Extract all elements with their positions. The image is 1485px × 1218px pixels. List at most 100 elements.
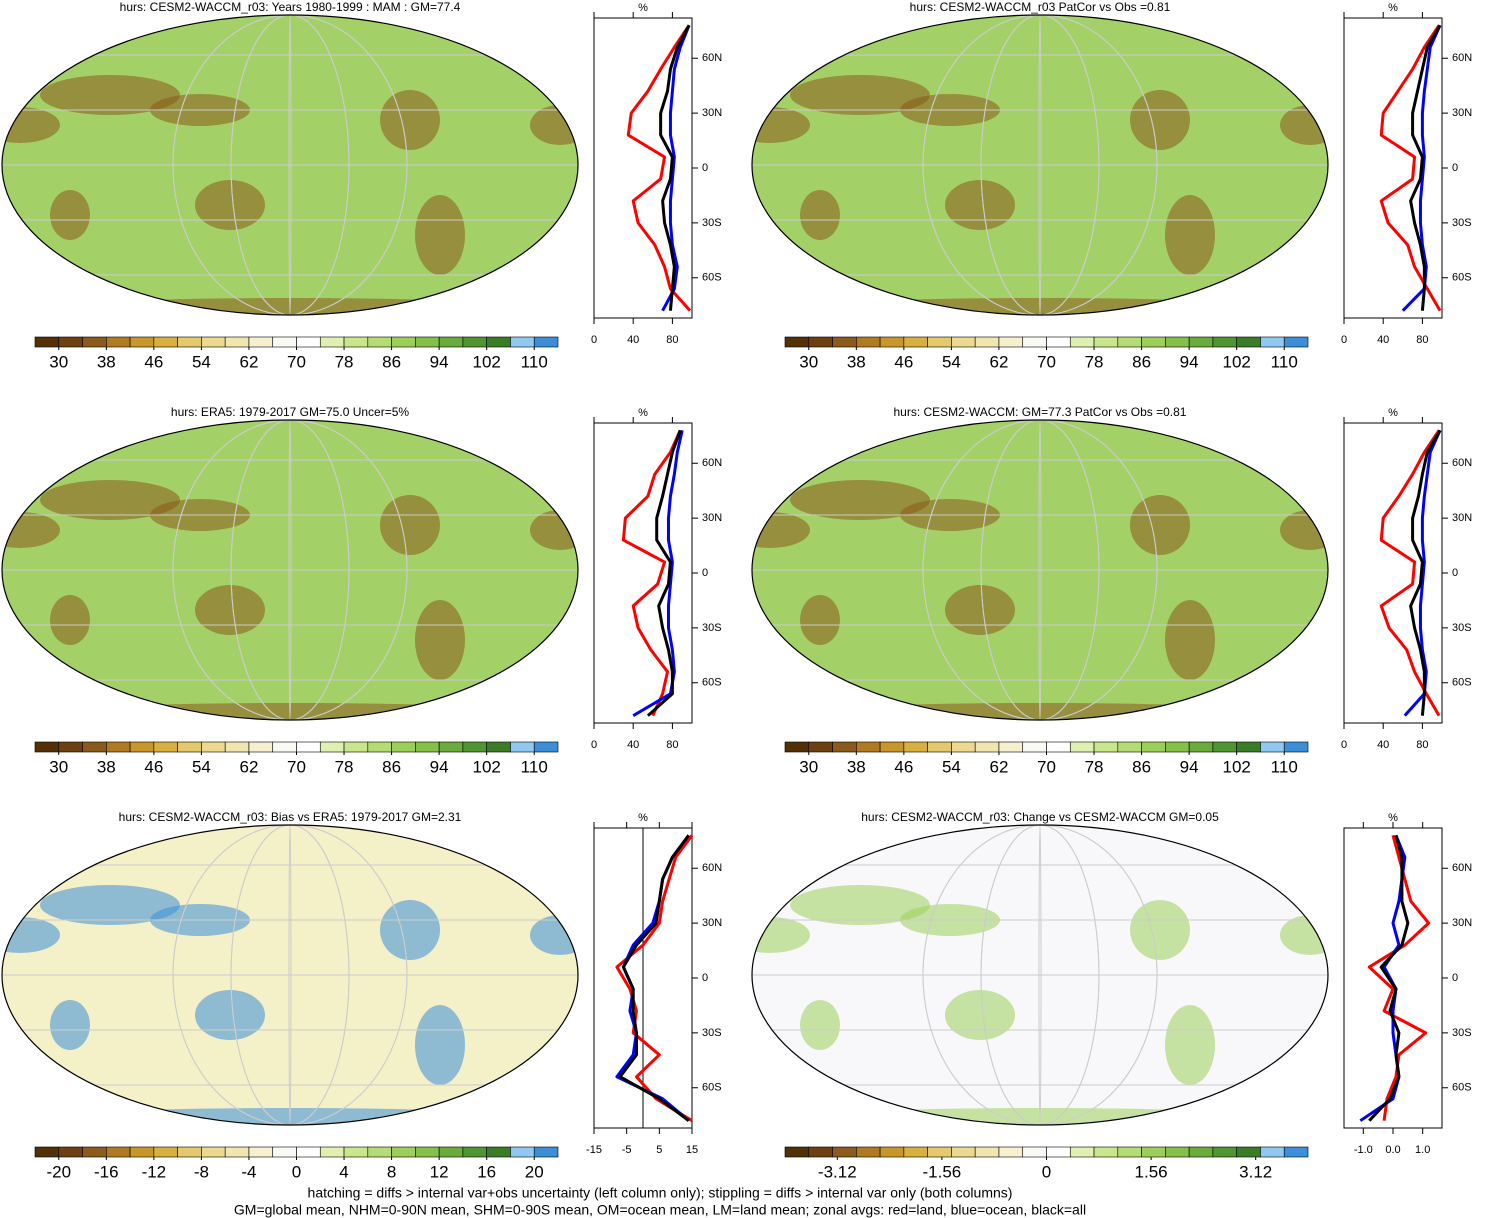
graticule [172, 420, 408, 720]
map-region [752, 917, 810, 953]
y-tick-label: 60N [1452, 862, 1472, 874]
colorbar-box [224, 1146, 250, 1158]
map [2, 15, 578, 315]
map-region [945, 180, 1015, 230]
colorbar-label: -12 [142, 1162, 167, 1181]
colorbar-box [438, 741, 464, 753]
colorbar-label: 78 [1085, 757, 1104, 776]
colorbar-box [1069, 1146, 1095, 1158]
y-tick-label: 60N [1452, 52, 1472, 64]
x-tick-label: 40 [1377, 739, 1389, 751]
colorbar-box [367, 1146, 392, 1158]
colorbar-label: 102 [472, 757, 500, 776]
colorbar-label: 38 [847, 352, 866, 371]
colorbar-label: 62 [239, 757, 258, 776]
colorbar-box [177, 336, 202, 348]
colorbar-label: 46 [144, 757, 163, 776]
map-region [50, 190, 90, 240]
colorbar-box [34, 1146, 60, 1158]
x-tick-label: 0 [1341, 334, 1347, 346]
colorbar-box [1283, 1146, 1309, 1158]
x-tick-label: 0 [1341, 739, 1347, 751]
zonal-unit: % [638, 407, 648, 419]
zonal-line [1368, 834, 1410, 1122]
colorbar-label: -20 [46, 1162, 71, 1181]
map [752, 420, 1328, 720]
y-tick-label: 30S [702, 1027, 722, 1039]
map-region [1165, 1005, 1215, 1085]
colorbar-box [1093, 336, 1119, 348]
colorbar-box [533, 336, 559, 348]
colorbar-box [296, 336, 321, 348]
colorbar-box [34, 741, 60, 753]
x-tick-label: 40 [627, 334, 639, 346]
zonal-unit: % [1388, 2, 1398, 14]
colorbar-label: 110 [521, 757, 548, 776]
colorbar-box [784, 741, 810, 753]
colorbar-box [1093, 741, 1119, 753]
colorbar-box [927, 1146, 952, 1158]
colorbar-box [177, 741, 202, 753]
x-tick-label: 80 [666, 334, 678, 346]
map [2, 420, 578, 720]
colorbar-box [1165, 741, 1190, 753]
y-tick-label: 60S [1452, 272, 1472, 284]
zonal-line [1401, 24, 1442, 312]
colorbar-box [391, 741, 416, 753]
colorbar-box [808, 741, 833, 753]
map-region [780, 1108, 1300, 1125]
colorbar-box [510, 741, 535, 753]
colorbar-label: -16 [94, 1162, 119, 1181]
colorbar-box [153, 741, 178, 753]
map-region [30, 298, 550, 315]
colorbar-label: 110 [1271, 757, 1298, 776]
zonal-line [618, 834, 690, 1122]
y-tick-label: 0 [1452, 162, 1458, 174]
colorbar-box [177, 1146, 202, 1158]
colorbar-label: 46 [894, 757, 913, 776]
colorbar-box [903, 336, 928, 348]
colorbar-label: 62 [989, 757, 1008, 776]
graticule [980, 825, 1100, 1125]
map-region [945, 990, 1015, 1040]
colorbar-box [974, 336, 1000, 348]
colorbar-box [1117, 741, 1142, 753]
y-tick-label: 30N [702, 107, 722, 119]
colorbar-box [106, 1146, 131, 1158]
map-region [1130, 900, 1190, 960]
colorbar-box [1117, 336, 1142, 348]
colorbar-box [998, 336, 1024, 348]
colorbar-label: 54 [192, 352, 211, 371]
colorbar-box [1022, 741, 1047, 753]
colorbar-box [1046, 1146, 1071, 1158]
map-region [530, 510, 578, 550]
graticule [172, 825, 408, 1125]
graticule [980, 420, 1100, 720]
colorbar-label: 62 [989, 352, 1008, 371]
colorbar-box [927, 741, 952, 753]
colorbar-label: 54 [942, 352, 961, 371]
colorbar-label: 12 [430, 1162, 449, 1181]
map-region [30, 703, 550, 720]
colorbar-label: 38 [97, 352, 116, 371]
colorbar-label: 70 [287, 352, 306, 371]
y-tick-label: 30N [1452, 107, 1472, 119]
colorbar-box [415, 336, 440, 348]
map-region [800, 190, 840, 240]
colorbar-label: 30 [799, 352, 818, 371]
zonal-line [632, 429, 684, 717]
colorbar-box [106, 336, 131, 348]
colorbar-box [1117, 1146, 1142, 1158]
colorbar-box [1260, 741, 1285, 753]
colorbar-box [34, 336, 60, 348]
colorbar-box [367, 336, 392, 348]
map-region [195, 990, 265, 1040]
colorbar-box [533, 741, 559, 753]
zonal-unit: % [1388, 812, 1398, 824]
map-region [945, 585, 1015, 635]
y-tick-label: 60S [702, 677, 722, 689]
colorbar-label: 94 [1180, 757, 1199, 776]
colorbar-label: 30 [49, 757, 68, 776]
footnote: GM=global mean, NHM=0-90N mean, SHM=0-90… [234, 1202, 1086, 1218]
colorbar-box [486, 741, 511, 753]
